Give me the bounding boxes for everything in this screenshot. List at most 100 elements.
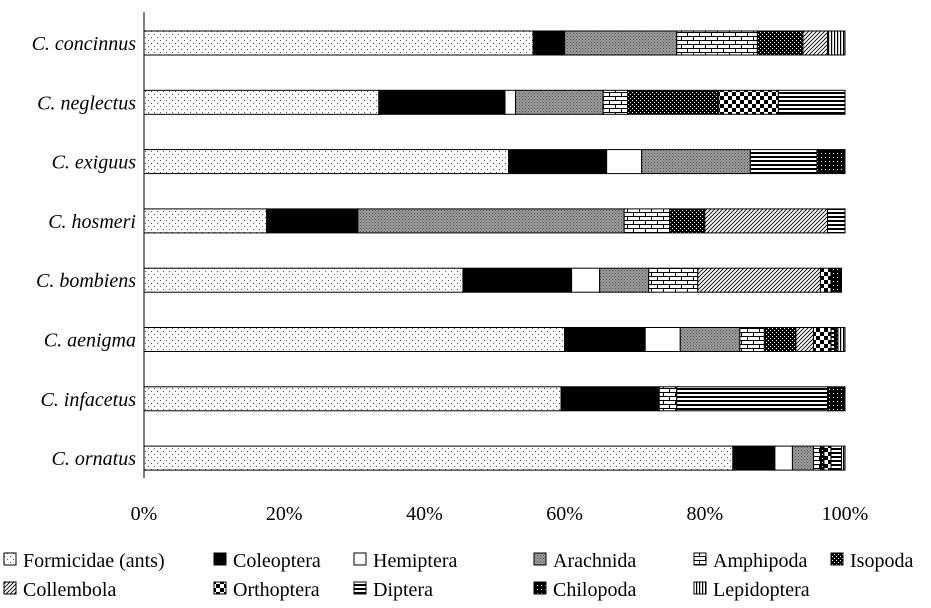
- bar-segment-c-ornatus-diptera: [830, 445, 842, 471]
- legend-item-orthoptera: Orthoptera: [213, 579, 320, 601]
- legend-item-diptera: Diptera: [353, 579, 433, 601]
- bar-segment-c-infacetus-chilopoda: [826, 386, 846, 412]
- legend-item-coleoptera: Coleoptera: [213, 550, 321, 572]
- bar-segment-c-bombiens-formicidae-ants: [143, 267, 464, 293]
- x-tick-label: 80%: [686, 503, 723, 525]
- legend-item-chilopoda: Chilopoda: [533, 579, 636, 601]
- legend-label: Lepidoptera: [713, 579, 810, 601]
- legend-swatch: [3, 581, 17, 595]
- x-tick-label: 100%: [822, 503, 869, 525]
- legend-swatch: [830, 552, 844, 566]
- legend-item-isopoda: Isopoda: [830, 550, 913, 572]
- category-labels: C. concinnus C. neglectus C. exiguus C. hos…: [32, 33, 137, 470]
- bar-segment-c-ornatus-amphipoda: [812, 445, 821, 471]
- legend: Formicidae (ants) Coleoptera Hemiptera Arac…: [3, 550, 913, 601]
- bar-segment-c-hosmeri-isopoda: [669, 208, 706, 234]
- legend-item-collembola: Collembola: [3, 579, 116, 601]
- legend-item-formicidae-ants: Formicidae (ants): [3, 550, 165, 572]
- legend-swatch: [533, 581, 547, 595]
- bar-segment-c-ornatus-isopoda: [819, 445, 825, 471]
- legend-swatch: [693, 581, 707, 595]
- bar-segment-c-exiguus-coleoptera: [508, 149, 608, 175]
- bar-segment-c-bombiens-hemiptera: [571, 267, 601, 293]
- bar-segment-c-ornatus-hemiptera: [774, 445, 793, 471]
- bar-segment-c-bombiens-amphipoda: [648, 267, 699, 293]
- bar-segment-c-exiguus-diptera: [749, 149, 818, 175]
- bar-segment-c-ornatus-lepidoptera: [841, 445, 846, 471]
- bar-segment-c-aenigma-hemiptera: [644, 327, 681, 352]
- bar-segment-c-exiguus-formicidae-ants: [143, 149, 510, 175]
- bar-segment-c-ornatus-coleoptera: [732, 445, 776, 471]
- bar-segment-c-hosmeri-arachnida: [357, 208, 625, 234]
- bar-segment-c-ornatus-arachnida: [791, 445, 814, 471]
- legend-swatch: [3, 552, 17, 566]
- category-label: C. concinnus: [32, 33, 137, 55]
- bar-segment-c-infacetus-formicidae-ants: [143, 386, 562, 412]
- bar-segment-c-infacetus-coleoptera: [560, 386, 660, 412]
- legend-label: Orthoptera: [233, 579, 320, 601]
- bar-segment-c-bombiens-coleoptera: [462, 267, 573, 293]
- legend-swatch: [533, 552, 547, 566]
- bar-segment-c-concinnus-lepidoptera: [826, 30, 846, 56]
- bar-segment-c-hosmeri-coleoptera: [266, 208, 359, 234]
- bar-segment-c-neglectus-arachnida: [515, 89, 604, 115]
- legend-item-lepidoptera: Lepidoptera: [693, 579, 810, 601]
- bar-segment-c-hosmeri-amphipoda: [623, 208, 671, 234]
- legend-label: Arachnida: [553, 550, 636, 572]
- bar-segment-c-aenigma-diptera: [830, 327, 835, 352]
- legend-label: Amphipoda: [713, 550, 808, 572]
- legend-label: Chilopoda: [553, 579, 636, 601]
- bar-segment-c-concinnus-formicidae-ants: [143, 30, 534, 56]
- legend-swatch: [353, 552, 367, 566]
- x-axis-ticks: 0% 20% 40% 60% 80% 100%: [131, 503, 869, 525]
- bar-segment-c-exiguus-arachnida: [641, 149, 751, 175]
- bar-segment-c-aenigma-isopoda: [763, 327, 797, 352]
- bar-segment-c-aenigma-collembola: [795, 327, 814, 352]
- bar-segment-c-neglectus-coleoptera: [378, 89, 506, 115]
- legend-item-arachnida: Arachnida: [533, 550, 636, 572]
- bar-segment-c-ornatus-formicidae-ants: [143, 445, 734, 471]
- legend-swatch: [213, 552, 227, 566]
- bar-segment-c-concinnus-coleoptera: [532, 30, 566, 56]
- bar-segment-c-neglectus-diptera: [777, 89, 846, 115]
- legend-swatch: [213, 581, 227, 595]
- bars-layer: [143, 30, 846, 471]
- legend-label: Formicidae (ants): [23, 550, 165, 572]
- category-label: C. infacetus: [40, 389, 136, 411]
- bar-segment-c-bombiens-orthoptera: [819, 267, 832, 293]
- bar-segment-c-ornatus-orthoptera: [823, 445, 832, 471]
- bar-segment-c-neglectus-hemiptera: [504, 89, 517, 115]
- legend-swatch: [353, 581, 367, 595]
- bar-segment-c-hosmeri-formicidae-ants: [143, 208, 268, 234]
- bar-segment-c-aenigma-coleoptera: [564, 327, 646, 352]
- category-label: C. exiguus: [52, 152, 137, 174]
- x-tick-label: 40%: [406, 503, 443, 525]
- bar-segment-c-exiguus-hemiptera: [606, 149, 643, 175]
- bar-segment-c-hosmeri-collembola: [704, 208, 828, 234]
- bar-segment-c-neglectus-orthoptera: [718, 89, 779, 115]
- bar-segment-c-neglectus-amphipoda: [602, 89, 629, 115]
- legend-swatch: [693, 552, 707, 566]
- legend-label: Isopoda: [850, 550, 913, 572]
- bar-segment-c-bombiens-chilopoda: [830, 267, 842, 293]
- bar-segment-c-aenigma-lepidoptera: [837, 327, 846, 352]
- bar-segment-c-infacetus-diptera: [676, 386, 828, 412]
- bar-segment-c-bombiens-collembola: [697, 267, 821, 293]
- bar-segment-c-concinnus-collembola: [802, 30, 828, 56]
- bar-segment-c-exiguus-chilopoda: [816, 149, 846, 175]
- legend-label: Collembola: [23, 579, 116, 601]
- category-label: C. bombiens: [36, 270, 136, 292]
- bar-segment-c-bombiens-arachnida: [599, 267, 650, 293]
- bar-segment-c-hosmeri-diptera: [826, 208, 846, 234]
- legend-label: Coleoptera: [233, 550, 321, 572]
- bar-segment-c-aenigma-orthoptera: [812, 327, 832, 352]
- bar-segment-c-aenigma-arachnida: [679, 327, 741, 352]
- x-tick-label: 20%: [266, 503, 303, 525]
- bar-segment-c-aenigma-amphipoda: [739, 327, 765, 352]
- bar-segment-c-infacetus-amphipoda: [658, 386, 678, 412]
- bar-segment-c-concinnus-arachnida: [564, 30, 678, 56]
- x-tick-label: 0%: [131, 503, 158, 525]
- bar-segment-c-aenigma-formicidae-ants: [143, 327, 566, 352]
- bar-segment-c-neglectus-isopoda: [627, 89, 720, 115]
